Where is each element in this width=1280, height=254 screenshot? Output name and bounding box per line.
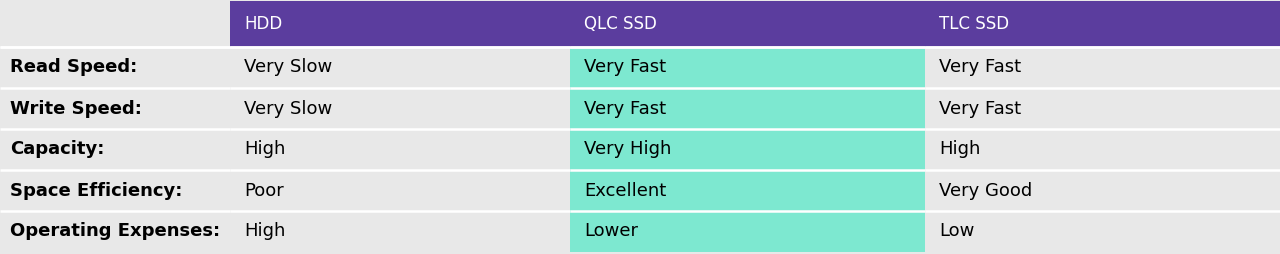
Bar — [925, 129, 1280, 170]
Bar — [0, 211, 230, 252]
Text: Operating Expenses:: Operating Expenses: — [10, 223, 220, 241]
Bar — [925, 88, 1280, 129]
Text: Very Slow: Very Slow — [244, 100, 333, 118]
Bar — [230, 1, 570, 47]
Text: Capacity:: Capacity: — [10, 140, 105, 158]
Text: Very Fast: Very Fast — [584, 100, 666, 118]
Bar — [0, 47, 230, 88]
Bar — [925, 170, 1280, 211]
Bar — [230, 88, 570, 129]
Bar — [230, 47, 570, 88]
Bar — [0, 170, 230, 211]
Text: TLC SSD: TLC SSD — [940, 15, 1009, 33]
Bar — [230, 129, 570, 170]
Text: Very Slow: Very Slow — [244, 58, 333, 76]
Bar — [230, 170, 570, 211]
Text: High: High — [244, 223, 285, 241]
Bar — [570, 1, 925, 47]
Text: Read Speed:: Read Speed: — [10, 58, 137, 76]
Text: Low: Low — [940, 223, 974, 241]
Bar — [230, 211, 570, 252]
Bar — [0, 252, 1280, 254]
Bar — [570, 88, 925, 129]
Text: Poor: Poor — [244, 182, 284, 199]
Text: Very Fast: Very Fast — [940, 58, 1021, 76]
Text: QLC SSD: QLC SSD — [584, 15, 657, 33]
Bar — [570, 170, 925, 211]
Bar — [570, 211, 925, 252]
Text: Very Good: Very Good — [940, 182, 1032, 199]
Bar — [0, 1, 230, 47]
Text: Very Fast: Very Fast — [584, 58, 666, 76]
Text: HDD: HDD — [244, 15, 283, 33]
Bar — [0, 129, 230, 170]
Text: High: High — [940, 140, 980, 158]
Text: Lower: Lower — [584, 223, 637, 241]
Bar — [925, 211, 1280, 252]
Bar — [570, 47, 925, 88]
Bar — [570, 129, 925, 170]
Text: Space Efficiency:: Space Efficiency: — [10, 182, 182, 199]
Text: Very High: Very High — [584, 140, 672, 158]
Text: Excellent: Excellent — [584, 182, 667, 199]
Text: Write Speed:: Write Speed: — [10, 100, 142, 118]
Bar — [0, 88, 230, 129]
Bar — [925, 1, 1280, 47]
Bar — [925, 47, 1280, 88]
Text: Very Fast: Very Fast — [940, 100, 1021, 118]
Text: High: High — [244, 140, 285, 158]
